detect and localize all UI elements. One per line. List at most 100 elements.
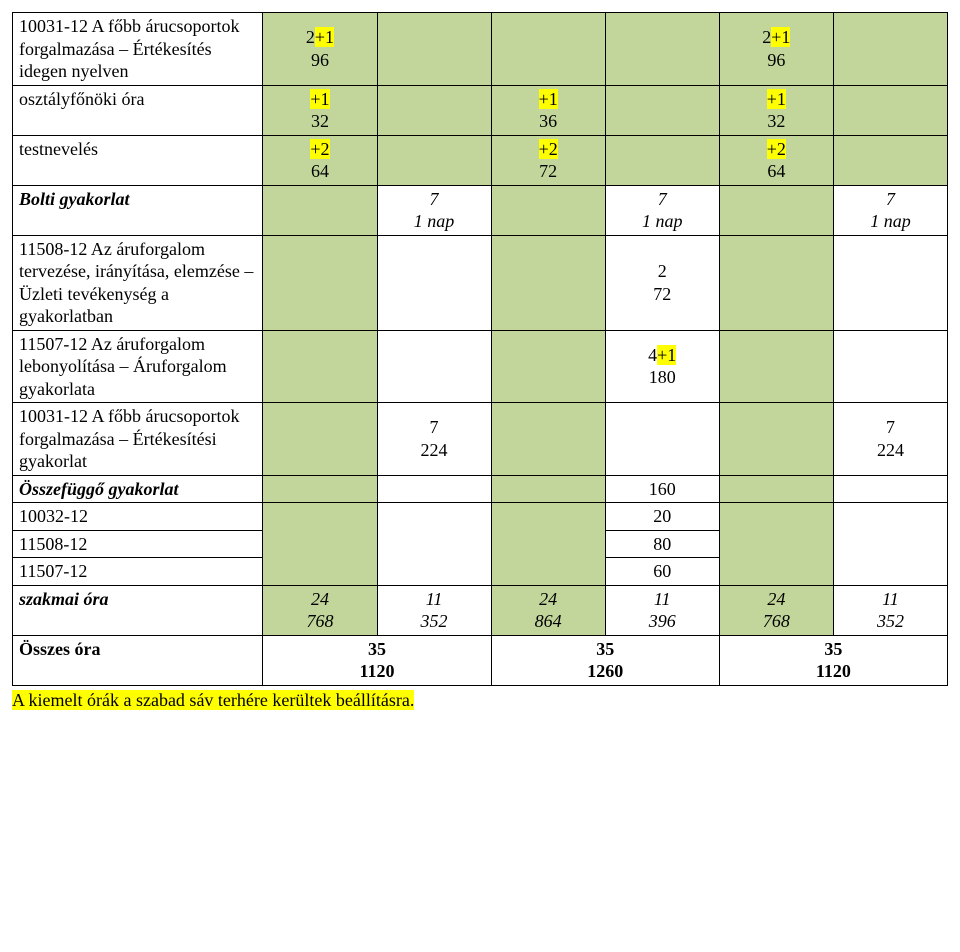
row-label: 11508-12 xyxy=(13,530,263,558)
table-row: 10031-12 A főbb árucsoportok forgalmazás… xyxy=(13,403,948,476)
cell-empty xyxy=(605,403,719,476)
footnote-text: A kiemelt órák a szabad sáv terhére kerü… xyxy=(12,690,414,710)
highlight-value: +1 xyxy=(315,27,334,47)
highlight-value: +1 xyxy=(657,345,676,365)
value-top: 7 xyxy=(658,189,667,209)
cell: 11 352 xyxy=(377,585,491,635)
cell: 35 1120 xyxy=(719,635,947,685)
cell-empty xyxy=(377,235,491,330)
cell: 20 xyxy=(605,503,719,531)
cell-empty xyxy=(263,403,377,476)
cell-empty xyxy=(377,13,491,86)
highlight-value: +1 xyxy=(310,89,329,109)
cell: 7 1 nap xyxy=(377,185,491,235)
row-label: 11507-12 xyxy=(13,558,263,586)
value-top: 2 xyxy=(658,261,667,281)
value-bottom: 96 xyxy=(311,50,329,70)
cell-empty xyxy=(377,475,491,503)
cell: 7 224 xyxy=(377,403,491,476)
highlight-value: +1 xyxy=(539,89,558,109)
value-bottom: 768 xyxy=(306,611,333,631)
cell: +1 32 xyxy=(263,85,377,135)
cell-empty xyxy=(833,13,947,86)
row-label: 11508-12 Az áruforgalom tervezése, irány… xyxy=(13,235,263,330)
cell-empty xyxy=(491,330,605,403)
cell-empty xyxy=(491,235,605,330)
cell-empty xyxy=(263,185,377,235)
cell: 24 864 xyxy=(491,585,605,635)
cell-empty xyxy=(491,475,605,503)
value-bottom: 768 xyxy=(763,611,790,631)
cell-empty xyxy=(719,403,833,476)
cell: 35 1260 xyxy=(491,635,719,685)
cell-empty xyxy=(833,530,947,558)
value-top: 11 xyxy=(426,589,443,609)
value-bottom: 352 xyxy=(877,611,904,631)
value-bottom: 1120 xyxy=(816,661,851,681)
cell-empty xyxy=(491,185,605,235)
cell-empty xyxy=(491,558,605,586)
highlight-value: +1 xyxy=(771,27,790,47)
cell-empty xyxy=(833,475,947,503)
cell: 2 72 xyxy=(605,235,719,330)
cell-empty xyxy=(377,330,491,403)
value-bottom: 224 xyxy=(877,440,904,460)
value-bottom: 36 xyxy=(539,111,557,131)
cell: 7 224 xyxy=(833,403,947,476)
value-top: 4 xyxy=(648,345,657,365)
table-row: Összefüggő gyakorlat 160 xyxy=(13,475,948,503)
cell: 7 1 nap xyxy=(833,185,947,235)
value-bottom: 1260 xyxy=(587,661,623,681)
cell: 80 xyxy=(605,530,719,558)
value-bottom: 352 xyxy=(421,611,448,631)
value-top: 35 xyxy=(368,639,386,659)
cell-empty xyxy=(833,235,947,330)
cell-empty xyxy=(491,530,605,558)
highlight-value: +2 xyxy=(767,139,786,159)
cell: 4+1 180 xyxy=(605,330,719,403)
row-label: Összefüggő gyakorlat xyxy=(13,475,263,503)
value-top: 24 xyxy=(539,589,557,609)
value-top: 7 xyxy=(430,189,439,209)
cell: 2+1 96 xyxy=(263,13,377,86)
cell-empty xyxy=(833,330,947,403)
cell-empty xyxy=(377,135,491,185)
cell: 24 768 xyxy=(263,585,377,635)
table-row: 11508-12 Az áruforgalom tervezése, irány… xyxy=(13,235,948,330)
value-top: 2 xyxy=(306,27,315,47)
cell-empty xyxy=(833,85,947,135)
row-label: osztályfőnöki óra xyxy=(13,85,263,135)
value-top: 11 xyxy=(882,589,899,609)
value-bottom: 1 nap xyxy=(642,211,683,231)
cell-empty xyxy=(605,135,719,185)
cell-empty xyxy=(263,475,377,503)
cell-empty xyxy=(377,530,491,558)
table-row: 11508-12 80 xyxy=(13,530,948,558)
row-label: 10031-12 A főbb árucsoportok forgalmazás… xyxy=(13,403,263,476)
row-label: 10031-12 A főbb árucsoportok forgalmazás… xyxy=(13,13,263,86)
cell-empty xyxy=(719,235,833,330)
highlight-value: +2 xyxy=(539,139,558,159)
row-label: Összes óra xyxy=(13,635,263,685)
highlight-value: +1 xyxy=(767,89,786,109)
table-row: 10031-12 A főbb árucsoportok forgalmazás… xyxy=(13,13,948,86)
cell: 60 xyxy=(605,558,719,586)
cell: 11 396 xyxy=(605,585,719,635)
value-bottom: 64 xyxy=(311,161,329,181)
row-label: 11507-12 Az áruforgalom lebonyolítása – … xyxy=(13,330,263,403)
value-top: 11 xyxy=(654,589,671,609)
value-top: 7 xyxy=(886,189,895,209)
value-bottom: 864 xyxy=(535,611,562,631)
table-row: 10032-12 20 xyxy=(13,503,948,531)
cell-empty xyxy=(719,558,833,586)
curriculum-table: 10031-12 A főbb árucsoportok forgalmazás… xyxy=(12,12,948,686)
value-bottom: 72 xyxy=(539,161,557,181)
cell-empty xyxy=(833,503,947,531)
value-bottom: 32 xyxy=(311,111,329,131)
table-row: Bolti gyakorlat 7 1 nap 7 1 nap 7 1 nap xyxy=(13,185,948,235)
row-label: 10032-12 xyxy=(13,503,263,531)
table-row: 11507-12 60 xyxy=(13,558,948,586)
cell: +2 64 xyxy=(263,135,377,185)
cell-empty xyxy=(491,13,605,86)
value-bottom: 1 nap xyxy=(414,211,455,231)
